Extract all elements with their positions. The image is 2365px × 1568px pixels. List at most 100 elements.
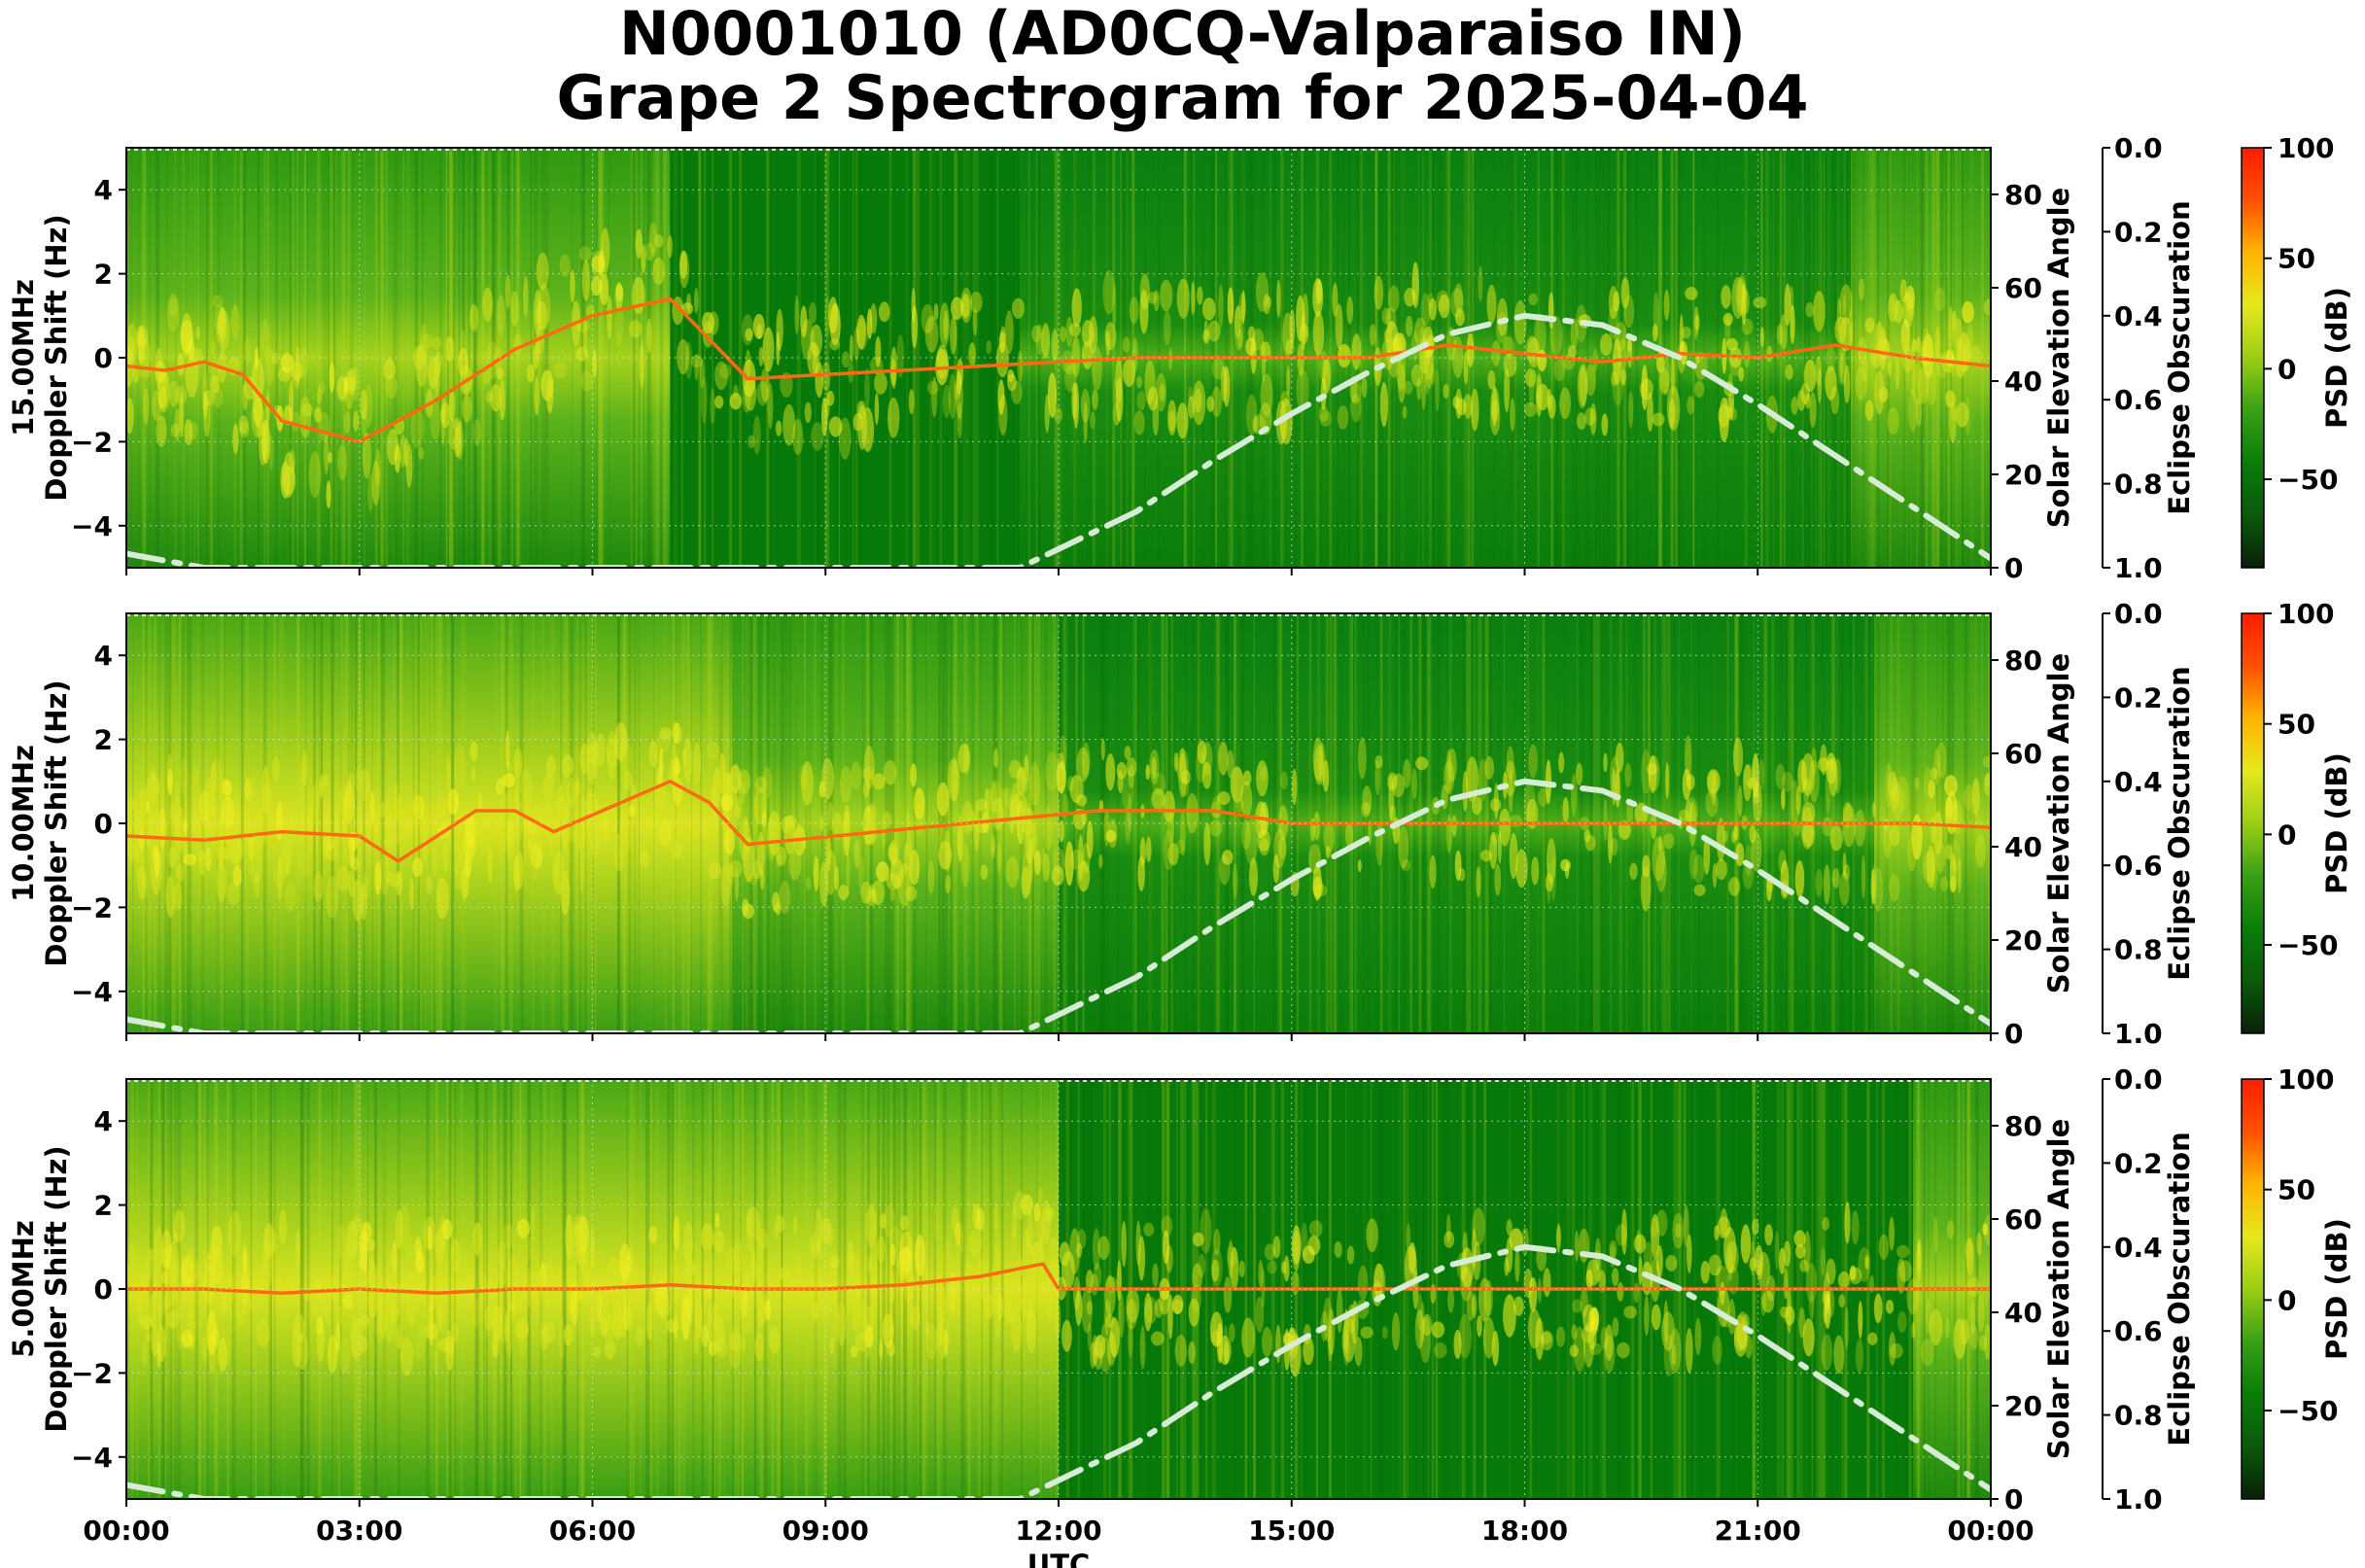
figure-title: N0001010 (AD0CQ-Valparaiso IN) Grape 2 S…	[0, 0, 2365, 130]
y3-tick-label: 0.6	[2114, 1315, 2163, 1347]
solar-elevation-curve	[126, 778, 1991, 1033]
y2-tick-label: 40	[2004, 1297, 2042, 1329]
y2-tick-label: 20	[2004, 459, 2042, 491]
y3-axis-label: Eclipse Obscuration	[2163, 1132, 2196, 1446]
y3-tick-label: 0.2	[2114, 216, 2163, 248]
cbar-tick-label: 100	[2278, 598, 2334, 630]
x-tick-label: 09:00	[783, 1515, 869, 1547]
y-tick-label: 4	[94, 174, 113, 206]
y3-tick-label: 0.0	[2114, 132, 2163, 164]
y-tick-label: −4	[71, 510, 113, 542]
y2-tick-label: 60	[2004, 738, 2042, 770]
y3-tick-label: 0.8	[2114, 934, 2163, 966]
cbar-tick-label: 50	[2278, 709, 2315, 741]
y-tick-label: −2	[71, 891, 113, 923]
y3-tick-label: 0.2	[2114, 1147, 2163, 1179]
x-tick-label: 06:00	[549, 1515, 636, 1547]
y2-axis-label: Solar Elevation Angle	[2042, 1119, 2075, 1460]
y-axis-label-line: Doppler Shift (Hz)	[40, 1145, 73, 1432]
cbar-tick-label: −50	[2278, 1395, 2338, 1427]
y3-tick-label: 1.0	[2114, 1018, 2163, 1050]
cbar-tick-label: 0	[2278, 353, 2296, 385]
y-tick-label: 0	[94, 808, 113, 840]
cbar-tick-label: 100	[2278, 132, 2334, 164]
y2-tick-label: 40	[2004, 366, 2042, 398]
y-axis-label-line: Doppler Shift (Hz)	[40, 679, 73, 966]
y2-axis-label: Solar Elevation Angle	[2042, 653, 2075, 994]
x-tick-label: 00:00	[83, 1515, 169, 1547]
title-line-2: Grape 2 Spectrogram for 2025-04-04	[556, 62, 1809, 133]
y-axis-label-line: 10.00MHz	[7, 745, 40, 902]
y-tick-label: 2	[94, 259, 113, 291]
y2-tick-label: 20	[2004, 1390, 2042, 1422]
y3-tick-label: 0.4	[2114, 300, 2163, 332]
x-tick-label: 00:00	[1947, 1515, 2034, 1547]
y-axis-label-line: 15.00MHz	[7, 279, 40, 436]
y-tick-label: −2	[71, 426, 113, 458]
y-tick-label: −4	[71, 1442, 113, 1474]
cbar-tick-label: 50	[2278, 243, 2315, 275]
colorbar-label: PSD (dB)	[2320, 752, 2353, 894]
y2-tick-label: 60	[2004, 272, 2042, 304]
y2-tick-label: 60	[2004, 1203, 2042, 1236]
y-axis-label: 10.00MHzDoppler Shift (Hz)	[7, 679, 73, 966]
colorbar	[2241, 1078, 2265, 1500]
y3-tick-label: 0.8	[2114, 469, 2163, 501]
y2-tick-label: 80	[2004, 1110, 2042, 1142]
y3-axis-label: Eclipse Obscuration	[2163, 200, 2196, 514]
y3-tick-label: 0.4	[2114, 766, 2163, 798]
colorbar	[2241, 147, 2265, 569]
y3-tick-label: 0.2	[2114, 681, 2163, 714]
y3-tick-label: 0.6	[2114, 850, 2163, 882]
y2-tick-label: 80	[2004, 645, 2042, 677]
y3-tick-label: 0.4	[2114, 1232, 2163, 1264]
y3-tick-label: 0.0	[2114, 598, 2163, 630]
cbar-tick-label: −50	[2278, 464, 2338, 496]
panel-5.00MHz: −4 −2 0 2 4 5.00MHzDoppler Shift (Hz) 0 20 40 60 8…	[7, 1063, 2353, 1568]
colorbar-label: PSD (dB)	[2320, 287, 2353, 429]
y3-tick-label: 0.0	[2114, 1063, 2163, 1096]
y3-tick-label: 1.0	[2114, 552, 2163, 584]
colorbar-label: PSD (dB)	[2320, 1218, 2353, 1360]
y-tick-label: −2	[71, 1357, 113, 1389]
x-axis-label: UTC	[1027, 1549, 1091, 1568]
y-tick-label: −4	[71, 976, 113, 1008]
y2-tick-label: 20	[2004, 924, 2042, 957]
y3-tick-label: 0.8	[2114, 1400, 2163, 1432]
colorbar	[2241, 612, 2265, 1034]
panel-15.00MHz: −4 −2 0 2 4 15.00MHzDoppler Shift (Hz) 0 20 40 60…	[7, 132, 2353, 584]
y3-axis-label: Eclipse Obscuration	[2163, 666, 2196, 980]
x-tick-label: 21:00	[1715, 1515, 1801, 1547]
y3-tick-label: 1.0	[2114, 1483, 2163, 1516]
y-tick-label: 4	[94, 640, 113, 672]
y-tick-label: 2	[94, 1190, 113, 1222]
y2-axis-label: Solar Elevation Angle	[2042, 188, 2075, 529]
y-tick-label: 2	[94, 724, 113, 756]
x-tick-label: 03:00	[316, 1515, 402, 1547]
signal-trace	[126, 1262, 1991, 1296]
y-axis-label-line: Doppler Shift (Hz)	[40, 214, 73, 501]
y3-tick-label: 0.6	[2114, 384, 2163, 416]
solar-elevation-curve	[126, 312, 1991, 568]
x-tick-label: 15:00	[1248, 1515, 1335, 1547]
y-tick-label: 0	[94, 342, 113, 374]
x-tick-label: 18:00	[1481, 1515, 1568, 1547]
title-line-1: N0001010 (AD0CQ-Valparaiso IN)	[619, 0, 1746, 69]
y2-tick-label: 0	[2004, 1018, 2023, 1050]
solar-elevation-curve	[126, 1243, 1991, 1499]
grid	[125, 1079, 1992, 1499]
y-tick-label: 4	[94, 1105, 113, 1137]
cbar-tick-label: 50	[2278, 1174, 2315, 1206]
y2-tick-label: 0	[2004, 552, 2023, 584]
x-tick-label: 12:00	[1015, 1515, 1101, 1547]
cbar-tick-label: 0	[2278, 1284, 2296, 1316]
cbar-tick-label: −50	[2278, 929, 2338, 961]
panel-10.00MHz: −4 −2 0 2 4 10.00MHzDoppler Shift (Hz) 0 20 40 60…	[7, 598, 2353, 1050]
y2-tick-label: 0	[2004, 1483, 2023, 1516]
doppler-scatter	[126, 222, 1991, 512]
cbar-tick-label: 0	[2278, 819, 2296, 851]
y2-tick-label: 40	[2004, 831, 2042, 863]
y-tick-label: 0	[94, 1273, 113, 1306]
y-axis-label: 5.00MHzDoppler Shift (Hz)	[7, 1145, 73, 1432]
